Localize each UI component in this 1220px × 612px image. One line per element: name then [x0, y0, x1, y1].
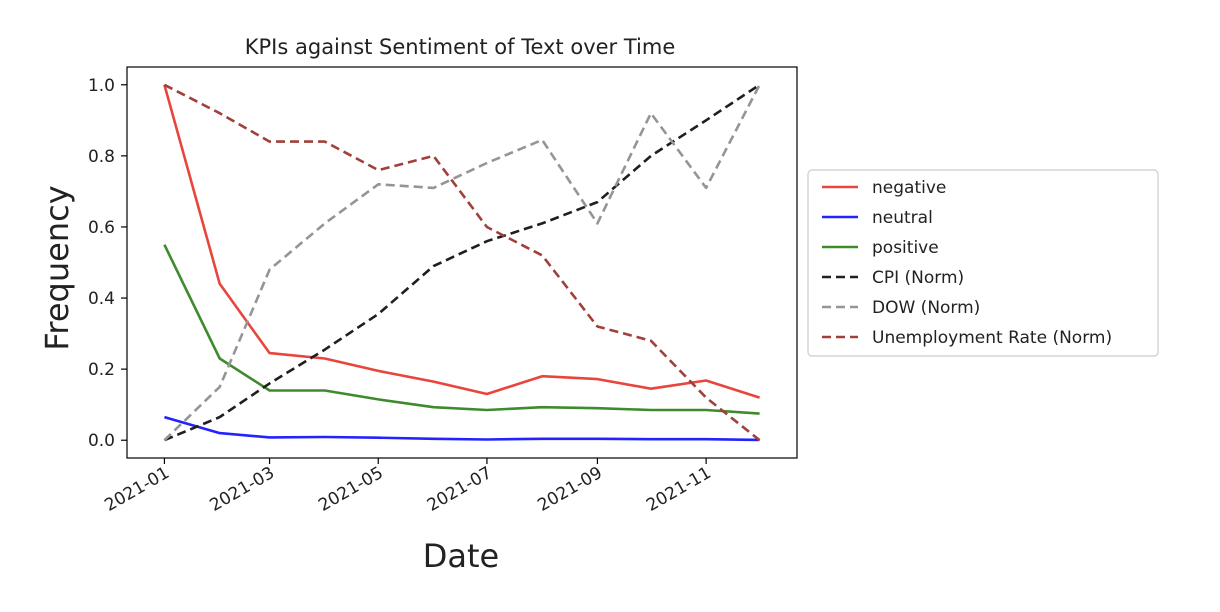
y-tick-label: 1.0 [88, 76, 115, 96]
y-tick-label: 0.0 [88, 431, 115, 451]
x-axis-label: Date [423, 537, 499, 575]
legend-label-4: CPI (Norm) [872, 268, 964, 288]
series-line-1 [163, 84, 760, 399]
y-tick-label: 0.8 [88, 147, 115, 167]
plot-area [163, 83, 761, 442]
legend-label-1: negative [872, 178, 946, 198]
series-line-2 [164, 415, 760, 442]
legend-label-6: Unemployment Rate (Norm) [872, 328, 1112, 348]
legend-box [807, 169, 1159, 357]
chart-title: KPIs against Sentiment of Text over Time [245, 35, 676, 59]
y-tick-label: 0.6 [88, 218, 115, 238]
series-line-4 [163, 83, 761, 442]
series-line-6 [163, 83, 761, 442]
plot-frame [126, 66, 798, 459]
y-axis-label: Frequency [38, 185, 76, 350]
legend-label-3: positive [872, 238, 939, 258]
y-tick-label: 0.2 [88, 360, 115, 380]
legend: negative neutral positive CPI (Norm) DOW (No… [807, 169, 1159, 357]
y-tick-label: 0.4 [88, 289, 115, 309]
legend-label-2: neutral [872, 208, 933, 228]
series-line-5 [163, 84, 761, 442]
legend-label-5: DOW (Norm) [872, 298, 980, 318]
series-line-3 [163, 244, 760, 415]
